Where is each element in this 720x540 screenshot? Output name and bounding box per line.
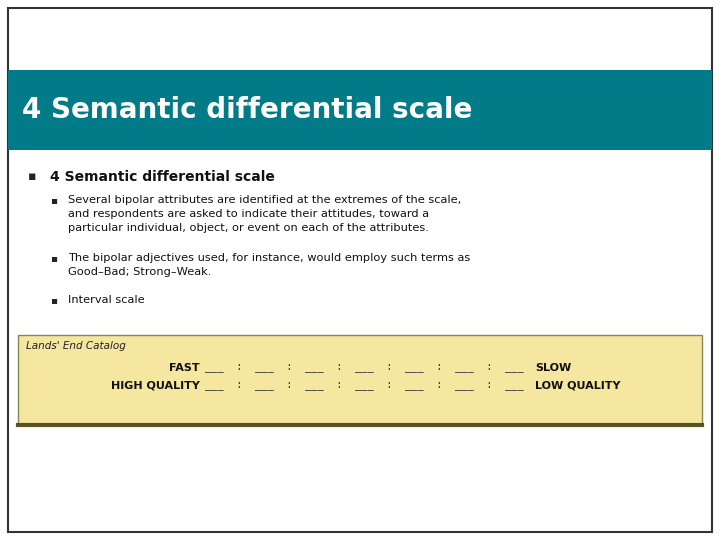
Text: ▪: ▪ xyxy=(50,253,57,263)
Text: 4 Semantic differential scale: 4 Semantic differential scale xyxy=(50,170,275,184)
Text: LOW QUALITY: LOW QUALITY xyxy=(535,381,621,391)
Text: ▪: ▪ xyxy=(50,195,57,205)
FancyBboxPatch shape xyxy=(8,70,712,150)
Text: 4 Semantic differential scale: 4 Semantic differential scale xyxy=(22,96,472,124)
Text: ___  :  ___  :  ___  :  ___  :  ___  :  ___  :  ___: ___ : ___ : ___ : ___ : ___ : ___ : ___ xyxy=(205,363,523,373)
Text: Several bipolar attributes are identified at the extremes of the scale,: Several bipolar attributes are identifie… xyxy=(68,195,462,205)
Text: Lands' End Catalog: Lands' End Catalog xyxy=(26,341,126,351)
Text: The bipolar adjectives used, for instance, would employ such terms as: The bipolar adjectives used, for instanc… xyxy=(68,253,470,263)
Text: particular individual, object, or event on each of the attributes.: particular individual, object, or event … xyxy=(68,223,429,233)
FancyBboxPatch shape xyxy=(8,8,712,532)
Text: ▪: ▪ xyxy=(50,295,57,305)
Text: FAST: FAST xyxy=(169,363,200,373)
FancyBboxPatch shape xyxy=(18,335,702,425)
Text: HIGH QUALITY: HIGH QUALITY xyxy=(111,381,200,391)
Text: Good–Bad; Strong–Weak.: Good–Bad; Strong–Weak. xyxy=(68,267,212,277)
Text: SLOW: SLOW xyxy=(535,363,571,373)
Text: and respondents are asked to indicate their attitudes, toward a: and respondents are asked to indicate th… xyxy=(68,209,429,219)
Text: ▪: ▪ xyxy=(28,170,37,183)
Text: Interval scale: Interval scale xyxy=(68,295,145,305)
Text: ___  :  ___  :  ___  :  ___  :  ___  :  ___  :  ___: ___ : ___ : ___ : ___ : ___ : ___ : ___ xyxy=(205,381,523,391)
